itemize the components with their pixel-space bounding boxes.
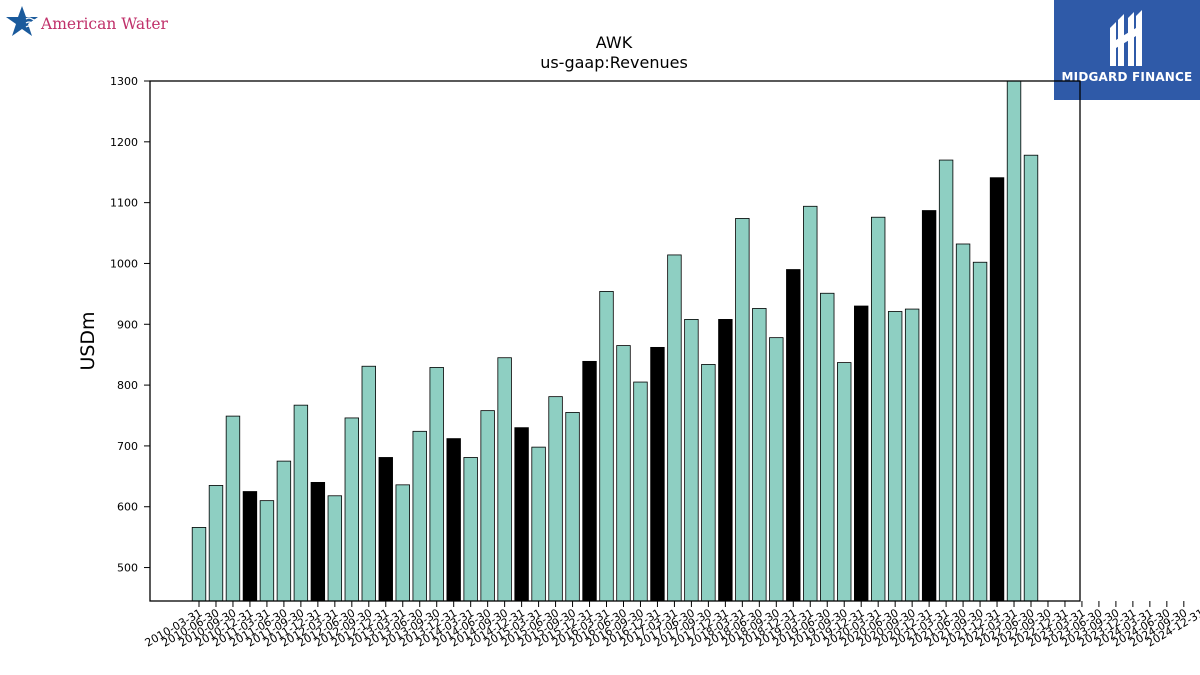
bar-2012-12-31 xyxy=(378,457,393,602)
midgard-finance-logo-text: MIDGARD FINANCE xyxy=(1061,70,1193,84)
bar-2014-12-31 xyxy=(514,427,529,602)
bar-2017-09-30 xyxy=(701,364,716,602)
bar-2016-12-31 xyxy=(650,346,665,602)
bar-2020-09-30 xyxy=(904,308,920,602)
bar-2017-12-31 xyxy=(718,319,733,602)
y-tick-label: 700 xyxy=(117,440,138,453)
bar-2019-12-31 xyxy=(854,305,869,602)
bar-2020-12-31 xyxy=(921,210,937,602)
y-tick-label: 600 xyxy=(117,501,138,514)
bar-2011-12-31 xyxy=(310,481,326,602)
star-water-icon xyxy=(6,6,39,36)
x-axis-ticks: 2010-03-312010-06-302010-09-302010-12-31… xyxy=(143,601,1200,650)
bar-2010-03-31 xyxy=(191,527,207,602)
y-tick-label: 1000 xyxy=(110,257,138,270)
bar-2011-06-30 xyxy=(276,460,292,602)
bar-2014-03-31 xyxy=(463,457,478,602)
bar-2012-06-30 xyxy=(344,417,359,602)
chart-subtitle: us-gaap:Revenues xyxy=(540,53,688,72)
bar-2013-12-31 xyxy=(446,438,461,602)
bar-2012-09-30 xyxy=(361,365,376,602)
y-tick-label: 500 xyxy=(117,562,138,575)
bar-2015-03-31 xyxy=(531,446,546,602)
bar-2015-06-30 xyxy=(548,396,563,602)
bar-2019-09-30 xyxy=(837,362,852,602)
bar-2018-09-30 xyxy=(769,337,784,602)
bar-2011-09-30 xyxy=(293,404,309,602)
midgard-finance-logo: MIDGARD FINANCE xyxy=(1054,0,1200,100)
bar-2019-03-31 xyxy=(803,205,818,602)
y-axis-label: USDm xyxy=(77,311,99,370)
bar-2019-06-30 xyxy=(820,292,835,602)
bar-2013-09-30 xyxy=(429,367,444,602)
bar-2021-06-30 xyxy=(955,243,971,602)
bar-2012-03-31 xyxy=(327,495,343,602)
bar-2010-12-31 xyxy=(242,491,258,602)
y-tick-label: 800 xyxy=(117,379,138,392)
bar-2013-03-31 xyxy=(395,484,410,602)
y-axis-ticks: 500 600 700 800 900 1000 1100 1200 1300 xyxy=(110,75,150,575)
bar-2021-03-31 xyxy=(938,159,954,602)
bar-2020-03-31 xyxy=(870,216,886,602)
plot-frame xyxy=(149,80,1081,602)
bar-2018-12-31 xyxy=(786,269,801,602)
bar-2017-06-30 xyxy=(684,319,699,602)
chart-title: AWK xyxy=(596,33,633,52)
bar-2016-09-30 xyxy=(633,381,648,602)
bar-2020-06-30 xyxy=(887,311,903,602)
bar-2018-06-30 xyxy=(752,308,767,602)
bar-2018-03-31 xyxy=(735,218,750,602)
bar-2022-06-30 xyxy=(1023,154,1039,602)
american-water-logo: American Water xyxy=(4,4,204,42)
bar-2010-06-30 xyxy=(208,485,224,602)
bar-2010-09-30 xyxy=(225,415,241,602)
bar-2011-03-31 xyxy=(259,500,275,602)
bar-2021-12-31 xyxy=(989,177,1005,602)
bar-2016-03-31 xyxy=(599,291,614,602)
bar-2016-06-30 xyxy=(616,345,631,602)
bar-2015-09-30 xyxy=(565,412,580,602)
bar-2014-09-30 xyxy=(497,357,512,602)
y-tick-label: 900 xyxy=(117,318,138,331)
american-water-logo-text: American Water xyxy=(40,15,168,33)
bar-2013-06-30 xyxy=(412,430,427,602)
bar-2017-03-31 xyxy=(667,254,682,602)
bar-2014-06-30 xyxy=(480,410,495,602)
bar-2015-12-31 xyxy=(582,360,597,602)
y-tick-label: 1100 xyxy=(110,197,138,210)
mf-monogram-icon xyxy=(1110,10,1142,68)
bar-2022-03-31 xyxy=(1006,80,1022,602)
y-tick-label: 1300 xyxy=(110,75,138,88)
bar-series xyxy=(191,80,1039,602)
bar-2021-09-30 xyxy=(972,261,988,602)
y-tick-label: 1200 xyxy=(110,136,138,149)
